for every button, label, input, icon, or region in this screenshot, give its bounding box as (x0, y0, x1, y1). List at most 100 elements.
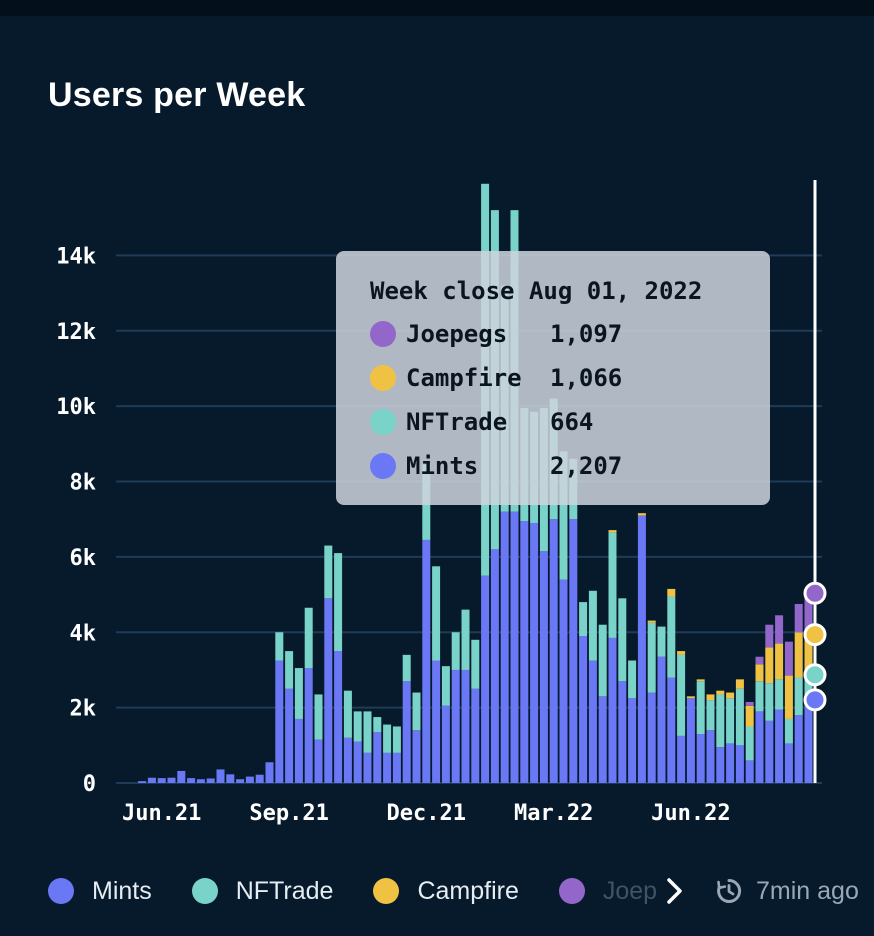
legend-item-mints[interactable]: Mints (48, 877, 152, 906)
bar-mints (549, 519, 558, 783)
bar-mints (334, 651, 343, 783)
bar-nftrade (784, 718, 793, 744)
bar-campfire (647, 620, 656, 623)
bar-mints (471, 688, 480, 783)
bar-mints (490, 549, 499, 783)
bar-campfire (637, 513, 646, 516)
bar-joepegs (765, 624, 774, 648)
tooltip-series-value: 1,097 (550, 320, 623, 348)
bar-joepegs (804, 593, 813, 635)
bar-nftrade (618, 598, 627, 682)
tooltip-series-value: 2,207 (550, 452, 623, 480)
bar-nftrade (608, 532, 617, 638)
tooltip-title: Week close Aug 01, 2022 (370, 277, 703, 305)
bar-mints (226, 774, 235, 783)
bar-mints (373, 732, 382, 783)
bar-nftrade (314, 694, 323, 740)
bar-mints (383, 752, 392, 783)
bar-nftrade (657, 626, 666, 657)
tooltip-series-value: 664 (550, 408, 594, 436)
bar-campfire (735, 679, 744, 689)
bar-mints (461, 669, 470, 783)
legend-item-nftrade[interactable]: NFTrade (191, 877, 333, 906)
campfire-legend-dot (373, 878, 400, 904)
bar-mints (765, 720, 774, 783)
bar-campfire (765, 647, 774, 684)
y-tick-label: 4k (70, 621, 97, 646)
y-tick-label: 6k (70, 546, 97, 571)
bar-campfire (696, 679, 705, 682)
bar-nftrade (579, 602, 588, 637)
bar-nftrade (432, 566, 441, 661)
legend-label: Campfire (417, 876, 519, 905)
bar-mints (628, 698, 637, 783)
bar-nftrade (735, 688, 744, 746)
bar-campfire (745, 705, 754, 727)
bar-nftrade (804, 674, 813, 700)
x-tick-label: Jun.21 (122, 801, 201, 826)
bar-campfire (677, 651, 686, 655)
bar-mints (138, 781, 147, 783)
bar-nftrade (598, 624, 607, 697)
bar-campfire (784, 675, 793, 719)
bar-mints (804, 699, 813, 783)
bar-nftrade (392, 726, 401, 753)
bar-mints (275, 660, 284, 783)
y-tick-label: 8k (70, 471, 97, 496)
bar-nftrade (451, 632, 460, 670)
tooltip-row-mints: Mints 2,207 (370, 451, 622, 481)
x-tick-label: Sep.21 (249, 801, 328, 826)
bar-nftrade (441, 666, 450, 706)
bar-nftrade (628, 660, 637, 699)
bar-campfire (794, 632, 803, 678)
bar-mints (196, 779, 205, 783)
bar-mints (608, 637, 617, 783)
mints-dot (370, 453, 396, 479)
hover-cursor (803, 180, 827, 783)
y-tick-label: 14k (56, 244, 96, 269)
bar-mints (402, 681, 411, 783)
bar-mints (392, 752, 401, 783)
bar-nftrade (402, 654, 411, 682)
bar-campfire (667, 588, 676, 597)
bar-mints (432, 660, 441, 783)
bar-nftrade (412, 692, 421, 731)
bar-mints (177, 770, 186, 783)
bar-mints (353, 741, 362, 783)
nftrade-legend-dot (191, 878, 218, 904)
bar-joepegs (755, 656, 764, 665)
bar-mints (255, 774, 264, 783)
bar-mints (775, 709, 784, 783)
tooltip-row-nftrade: NFTrade 664 (370, 407, 593, 437)
tooltip-series-value: 1,066 (550, 364, 623, 392)
bar-nftrade (696, 681, 705, 734)
bar-joepegs (775, 615, 784, 644)
legend-item-campfire[interactable]: Campfire (373, 876, 519, 906)
bar-nftrade (461, 609, 470, 670)
bar-mints (412, 730, 421, 783)
bar-nftrade (588, 590, 597, 661)
bar-campfire (775, 643, 784, 680)
bar-mints (579, 636, 588, 783)
bar-campfire (608, 530, 617, 533)
bar-joepegs (745, 701, 754, 706)
legend-item-joepegs[interactable]: Joep (558, 877, 657, 906)
bar-nftrade (745, 726, 754, 761)
cursor-marker-nftrade (803, 663, 827, 687)
bar-mints (285, 688, 294, 783)
bar-campfire (706, 694, 715, 701)
bar-mints (481, 575, 490, 783)
x-tick-label: Mar.22 (514, 801, 593, 826)
tooltip-series-name: Campfire (406, 364, 522, 392)
bar-nftrade (765, 683, 774, 721)
bar-nftrade (363, 711, 372, 753)
bar-mints (726, 743, 735, 783)
bar-nftrade (726, 698, 735, 744)
cursor-marker-mints (803, 688, 827, 712)
bar-mints (686, 698, 695, 783)
chevron-right-icon[interactable] (660, 874, 690, 908)
bar-mints (422, 539, 431, 783)
bar-mints (236, 779, 245, 783)
bar-mints (530, 522, 539, 783)
bar-mints (706, 730, 715, 783)
